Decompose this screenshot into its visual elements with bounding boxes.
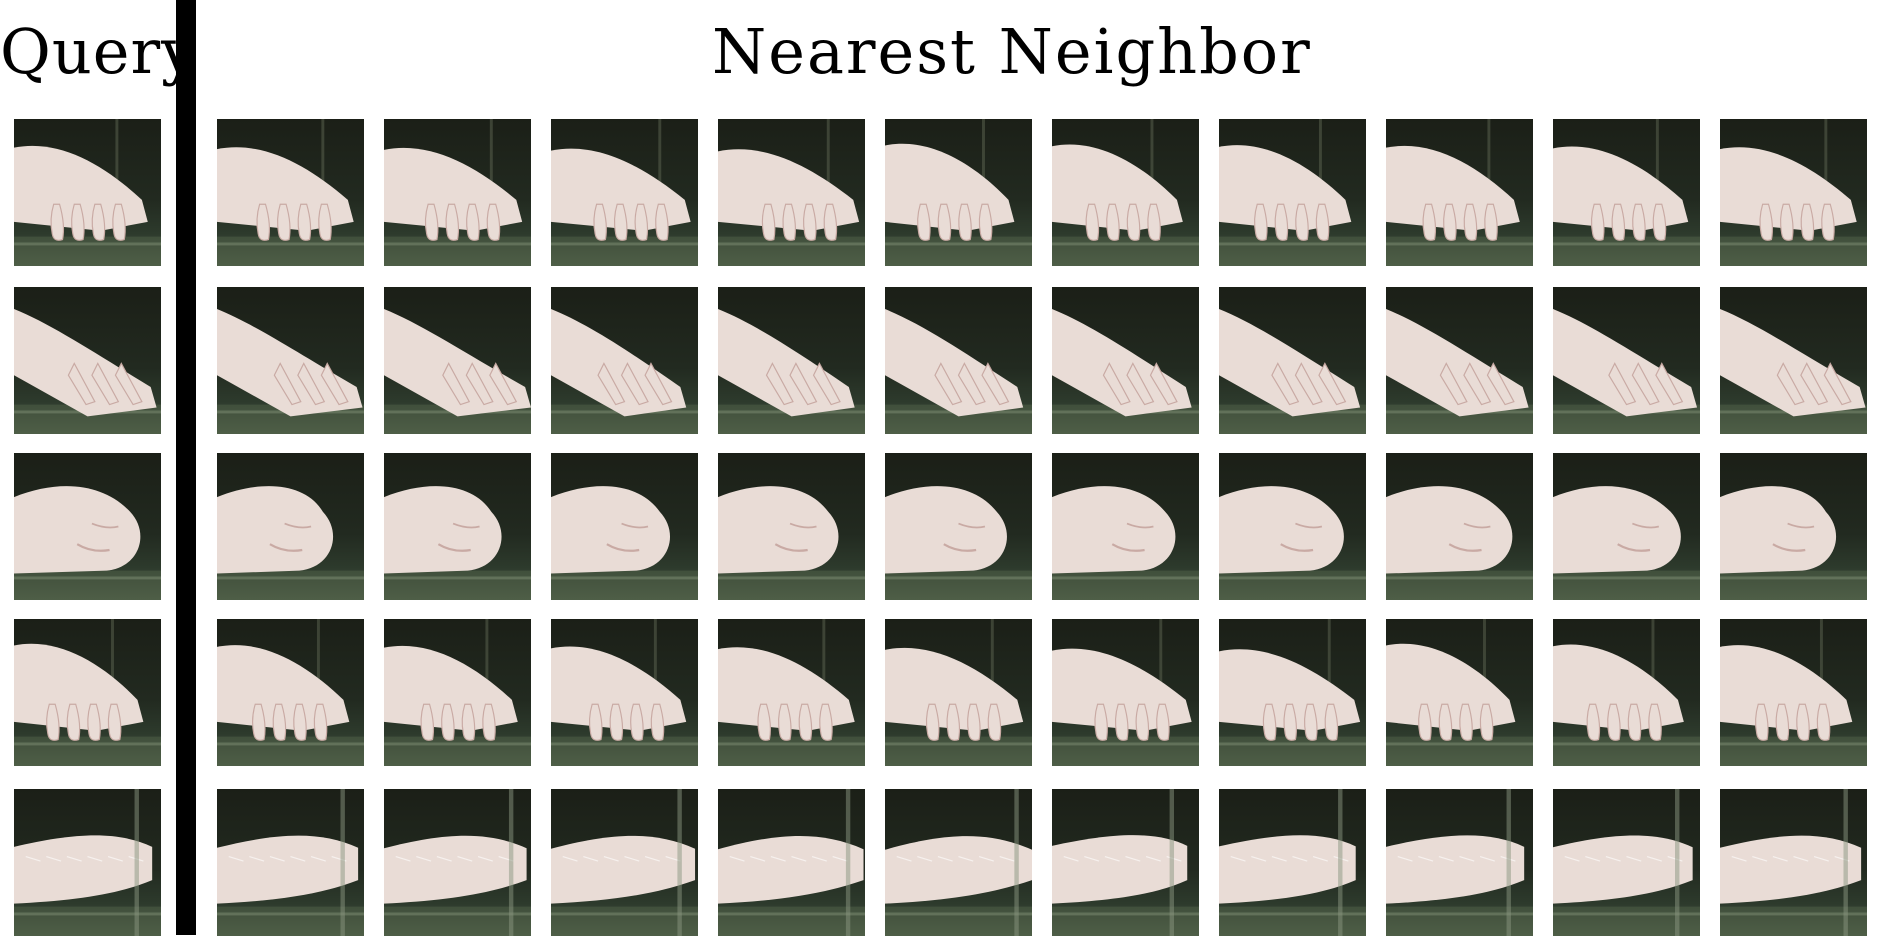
query-paw-image [14,619,161,766]
neighbor-paw-image [1386,619,1533,766]
neighbor-paw-image [384,287,531,434]
neighbor-paw-image [1052,619,1199,766]
query-paw-image [14,119,161,266]
neighbor-paw-image [1553,619,1700,766]
neighbor-paw-image [1386,789,1533,936]
neighbor-paw-image [1052,119,1199,266]
neighbor-paw-image [1720,619,1867,766]
query-paw-image [14,453,161,600]
neighbor-paw-image [885,619,1032,766]
neighbor-paw-image [217,287,364,434]
neighbor-paw-image [217,789,364,936]
neighbor-paw-image [551,453,698,600]
query-paw-image [14,789,161,936]
neighbor-paw-image [1720,287,1867,434]
neighbor-paw-image [885,119,1032,266]
neighbor-paw-image [885,453,1032,600]
query-column-title: Query [0,12,197,92]
neighbor-paw-image [551,287,698,434]
neighbor-paw-image [1052,287,1199,434]
neighbor-paw-image [384,789,531,936]
neighbor-paw-image [1219,619,1366,766]
neighbor-paw-image [1720,789,1867,936]
neighbor-paw-image [217,453,364,600]
neighbor-paw-image [217,119,364,266]
neighbor-paw-image [1720,453,1867,600]
neighbor-paw-image [1386,287,1533,434]
neighbor-paw-image [1219,789,1366,936]
neighbor-paw-image [551,789,698,936]
neighbor-paw-image [1386,119,1533,266]
neighbor-paw-image [718,789,865,936]
neighbor-paw-image [551,619,698,766]
neighbor-paw-image [1052,453,1199,600]
neighbor-paw-image [1553,287,1700,434]
neighbor-paw-image [384,119,531,266]
neighbor-paw-image [1720,119,1867,266]
neighbor-paw-image [718,119,865,266]
neighbor-paw-image [1553,119,1700,266]
nearest-neighbor-title: Nearest Neighbor [712,12,1232,92]
neighbor-paw-image [885,789,1032,936]
neighbor-paw-image [885,287,1032,434]
neighbor-paw-image [1052,789,1199,936]
neighbor-paw-image [1219,453,1366,600]
neighbor-paw-image [1386,453,1533,600]
column-divider [176,0,196,935]
neighbor-paw-image [1219,119,1366,266]
neighbor-paw-image [217,619,364,766]
neighbor-paw-image [1553,453,1700,600]
neighbor-paw-image [384,453,531,600]
neighbor-paw-image [718,453,865,600]
neighbor-paw-image [384,619,531,766]
neighbor-paw-image [1219,287,1366,434]
neighbor-paw-image [1553,789,1700,936]
neighbor-paw-image [718,287,865,434]
neighbor-paw-image [718,619,865,766]
neighbor-paw-image [551,119,698,266]
query-paw-image [14,287,161,434]
